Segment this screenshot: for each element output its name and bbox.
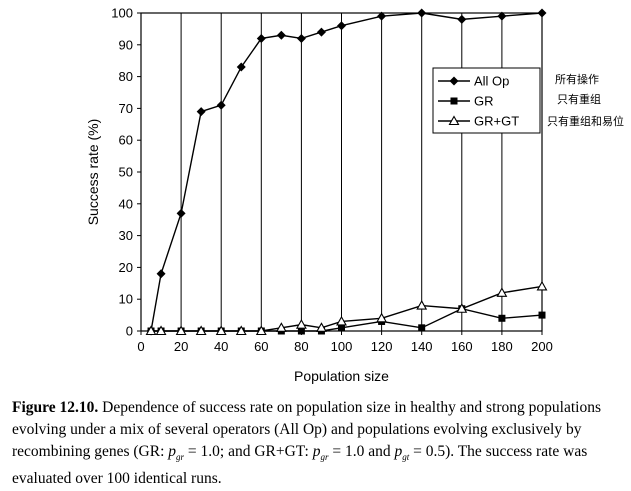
y-tick-label: 40 (119, 196, 133, 211)
axis-ticks: 0 10 20 30 40 50 60 70 80 90 100 0 20 40 60 80 100 120 140… (111, 6, 553, 355)
data-point (216, 100, 226, 110)
data-point (255, 325, 267, 336)
y-tick-label: 100 (111, 6, 133, 21)
legend-marker (449, 76, 459, 86)
data-point (275, 322, 287, 332)
caption-text-1: Dependence of success rate on population… (12, 399, 602, 460)
y-tick-label: 50 (119, 165, 133, 180)
data-point (338, 324, 345, 332)
data-point (256, 33, 266, 43)
data-point (155, 325, 167, 336)
caption-sub-gt: gt (402, 452, 410, 462)
x-tick-label: 60 (254, 339, 268, 354)
data-point (296, 33, 306, 43)
annotation-gr-gt: 只有重组和易位 (547, 115, 624, 128)
data-point (176, 208, 186, 218)
legend-marker (450, 97, 458, 105)
legend-label: All Op (474, 74, 509, 89)
data-point (276, 30, 286, 40)
data-point (416, 299, 428, 310)
caption-p-2: p (312, 443, 321, 460)
data-point (538, 311, 546, 319)
legend: All Op GR GR+GT (432, 67, 541, 134)
data-point (316, 27, 326, 37)
caption-p-3: p (394, 443, 403, 460)
x-tick-label: 0 (137, 339, 144, 354)
data-point (297, 327, 305, 335)
y-tick-label: 30 (119, 228, 133, 243)
data-point (215, 325, 227, 336)
data-point (295, 319, 307, 329)
legend-marker (448, 115, 460, 126)
x-tick-label: 20 (174, 339, 188, 354)
data-point (145, 325, 157, 336)
data-point (376, 312, 388, 323)
series-line (151, 308, 543, 332)
data-point (418, 324, 426, 332)
data-point (377, 11, 387, 21)
data-point (456, 303, 468, 313)
grid-lines (180, 13, 503, 331)
x-tick-label: 160 (451, 339, 473, 354)
caption-p-1: p (168, 443, 177, 460)
data-point (336, 315, 347, 326)
x-tick-label: 140 (411, 339, 433, 354)
caption-sub-gr-2: gr (320, 452, 329, 462)
data-point (497, 11, 507, 21)
y-tick-label: 0 (126, 324, 133, 339)
caption-text-2: = 1.0; and GR+GT: (184, 443, 313, 460)
data-point (417, 8, 427, 18)
data-point (457, 14, 467, 24)
y-tick-label: 70 (119, 101, 133, 116)
data-point (175, 325, 187, 336)
data-point (496, 287, 508, 297)
caption-text-3: = 1.0 and (328, 443, 395, 460)
data-point (537, 8, 547, 18)
y-tick-label: 60 (119, 133, 133, 148)
legend-label: GR+GT (474, 114, 519, 129)
series-3 (145, 280, 548, 336)
data-point (156, 269, 166, 279)
data-point (337, 21, 346, 31)
caption-label: Figure 12.10. (12, 399, 99, 416)
annotation-gr: 只有重组 (557, 93, 601, 106)
x-tick-label: 100 (331, 339, 353, 354)
chart: 0 10 20 30 40 50 60 70 80 90 100 0 20 40 60 80 100 120 140… (85, 6, 553, 385)
y-tick-label: 10 (119, 292, 133, 307)
annotation-all-op: 所有操作 (555, 73, 599, 86)
data-point (195, 325, 207, 336)
data-point (536, 280, 548, 291)
series-line (150, 12, 543, 332)
y-axis-label: Success rate (%) (85, 119, 101, 226)
caption-text-4: = 0.5). The success rate was evaluated o… (12, 443, 588, 487)
caption-sub-gr-1: gr (176, 452, 185, 462)
data-point (196, 107, 206, 117)
legend-label: GR (474, 94, 494, 109)
y-tick-label: 20 (119, 260, 133, 275)
x-tick-label: 80 (294, 339, 308, 354)
x-tick-label: 180 (491, 339, 513, 354)
series-line (151, 285, 543, 332)
y-tick-label: 90 (119, 37, 133, 52)
series-2 (147, 305, 546, 335)
series-group (145, 8, 548, 336)
data-point (498, 314, 506, 322)
data-point (235, 325, 247, 336)
series-1 (146, 8, 547, 336)
figure-caption: Figure 12.10. Dependence of success rate… (12, 397, 620, 490)
x-axis-label: Population size (294, 368, 389, 384)
data-point (316, 322, 327, 332)
x-tick-label: 40 (214, 339, 228, 354)
x-tick-label: 200 (531, 339, 553, 354)
y-tick-label: 80 (119, 69, 133, 84)
data-point (236, 62, 246, 72)
x-tick-label: 120 (371, 339, 393, 354)
